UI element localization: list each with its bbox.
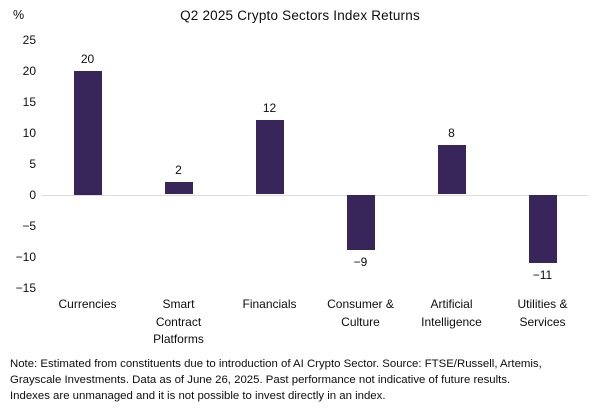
y-axis-tick-label: 10 [22, 125, 36, 140]
footnote-line: Grayscale Investments. Data as of June 2… [10, 374, 511, 386]
y-axis-tick-label: 15 [22, 94, 36, 109]
x-category-label-line: Intelligence [421, 314, 482, 329]
chart-title: Q2 2025 Crypto Sectors Index Returns [180, 8, 420, 23]
bar-consumer-culture [346, 194, 375, 251]
footnote-line: Indexes are unmanaged and it is not poss… [10, 390, 386, 402]
y-axis-tick-label: 25 [22, 32, 36, 47]
y-axis-tick-label: −10 [15, 249, 36, 264]
zero-gridline [42, 195, 588, 196]
x-category-label: Currencies [38, 296, 138, 314]
x-category-label-line: Smart [162, 297, 195, 311]
bar-currencies [73, 70, 102, 195]
y-axis-tick-label: −15 [15, 280, 36, 295]
x-category-label-line: Culture [341, 314, 380, 329]
bar-artificial-intelligence [437, 144, 466, 195]
y-axis-unit-label: % [13, 8, 25, 22]
y-axis-tick-label: 20 [22, 63, 36, 78]
bar-value-label: 20 [80, 51, 95, 66]
plot-area: 25 20 15 10 5 0 −5 −10 −15 20 Currencies 2 Smart Cont… [15, 32, 593, 349]
bar-value-label: 12 [262, 101, 277, 116]
y-axis-tick-label: 0 [29, 187, 36, 202]
x-category-label: Smart Contract Platforms [129, 296, 229, 349]
x-category-label-line: Platforms [153, 332, 204, 346]
bar-financials [255, 120, 284, 195]
x-category-label: Utilities & Services [493, 296, 593, 331]
x-category-label: Financials [220, 296, 320, 314]
x-category-label-line: Currencies [58, 297, 117, 311]
x-category-label-line: Financials [242, 297, 297, 311]
bar-value-label: 2 [175, 163, 182, 178]
footnote: Note: Estimated from constituents due to… [10, 356, 600, 404]
y-axis-tick-label: −5 [22, 218, 36, 233]
x-category-label-line: Contract [155, 314, 202, 329]
y-axis-tick-label: 5 [29, 156, 36, 171]
bar-value-label: 8 [448, 125, 455, 140]
bar-value-label: −9 [353, 255, 368, 270]
bar-value-label: −11 [532, 267, 553, 282]
x-category-label: Consumer & Culture [311, 296, 411, 331]
bar-utilities-services [528, 194, 557, 263]
x-category-label-line: Utilities & [517, 297, 568, 311]
bar-smart-contract-platforms [164, 182, 193, 195]
x-category-label-line: Services [519, 314, 566, 329]
x-category-label: Artificial Intelligence [402, 296, 502, 331]
footnote-line: Note: Estimated from constituents due to… [10, 358, 542, 370]
x-category-label-line: Consumer & [327, 297, 394, 311]
x-category-label-line: Artificial [430, 297, 473, 311]
